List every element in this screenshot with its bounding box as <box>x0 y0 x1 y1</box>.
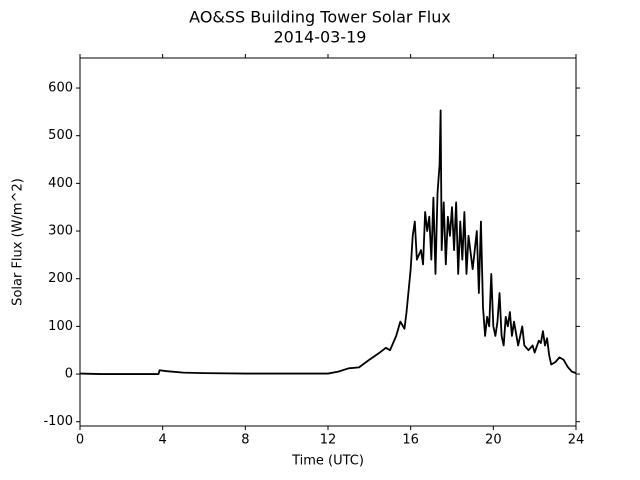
y-tick-label: 600 <box>48 81 73 96</box>
y-tick-label: 100 <box>48 319 73 334</box>
chart-title: AO&SS Building Tower Solar Flux <box>189 8 451 27</box>
x-tick-label: 0 <box>76 433 84 448</box>
x-tick-label: 24 <box>568 433 585 448</box>
y-tick-label: 400 <box>48 176 73 191</box>
x-tick-label: 16 <box>402 433 419 448</box>
chart-subtitle: 2014-03-19 <box>274 28 367 47</box>
data-line <box>79 109 577 375</box>
plot-frame <box>79 57 577 427</box>
x-axis-label: Time (UTC) <box>291 454 364 469</box>
y-axis-label: Solar Flux (W/m^2) <box>11 178 26 306</box>
y-tick-label: 0 <box>65 367 73 382</box>
x-tick-label: 4 <box>159 433 167 448</box>
y-tick-label: 200 <box>48 271 73 286</box>
y-tick-label: -100 <box>43 414 73 429</box>
x-tick-label: 12 <box>320 433 337 448</box>
x-tick-label: 8 <box>241 433 249 448</box>
x-tick-label: 20 <box>485 433 502 448</box>
y-tick-label: 300 <box>48 224 73 239</box>
y-tick-label: 500 <box>48 128 73 143</box>
